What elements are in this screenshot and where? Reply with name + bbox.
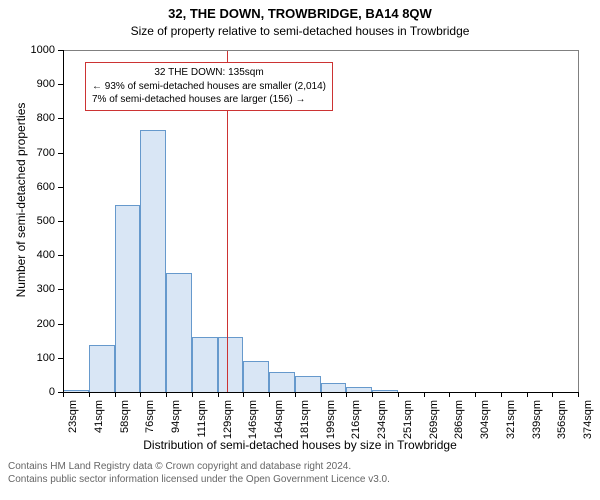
x-axis-line xyxy=(63,392,578,393)
y-tick-label: 300 xyxy=(15,283,55,295)
annotation-box: 32 THE DOWN: 135sqm← 93% of semi-detache… xyxy=(85,62,333,111)
histogram-bar xyxy=(243,361,269,393)
histogram-bar xyxy=(115,205,141,393)
y-tick-label: 700 xyxy=(15,147,55,159)
y-axis-line xyxy=(63,50,64,392)
y-tick-label: 600 xyxy=(15,181,55,193)
y-axis-label: Number of semi-detached properties xyxy=(14,50,28,350)
y-tick-label: 800 xyxy=(15,112,55,124)
histogram-bar xyxy=(269,372,295,393)
histogram-bar xyxy=(192,337,218,393)
attribution-line1: Contains HM Land Registry data © Crown c… xyxy=(8,460,390,473)
annotation-line: 32 THE DOWN: 135sqm xyxy=(92,66,326,80)
y-tick-label: 400 xyxy=(15,249,55,261)
y-tick-label: 200 xyxy=(15,318,55,330)
histogram-bar xyxy=(89,345,115,393)
y-tick-label: 900 xyxy=(15,78,55,90)
chart-title-line1: 32, THE DOWN, TROWBRIDGE, BA14 8QW xyxy=(0,6,600,21)
x-tick-mark xyxy=(578,392,579,397)
histogram-bar xyxy=(218,337,244,393)
y-tick-label: 1000 xyxy=(15,44,55,56)
attribution-line2: Contains public sector information licen… xyxy=(8,473,390,486)
histogram-bar xyxy=(166,273,192,393)
annotation-line: ← 93% of semi-detached houses are smalle… xyxy=(92,80,326,94)
histogram-bar xyxy=(140,130,166,393)
histogram-bar xyxy=(295,376,321,393)
y-tick-label: 0 xyxy=(15,386,55,398)
chart-title-line2: Size of property relative to semi-detach… xyxy=(0,24,600,38)
y-tick-label: 100 xyxy=(15,352,55,364)
y-tick-label: 500 xyxy=(15,215,55,227)
annotation-line: 7% of semi-detached houses are larger (1… xyxy=(92,93,326,107)
attribution-text: Contains HM Land Registry data © Crown c… xyxy=(8,460,390,486)
x-axis-label: Distribution of semi-detached houses by … xyxy=(0,438,600,452)
